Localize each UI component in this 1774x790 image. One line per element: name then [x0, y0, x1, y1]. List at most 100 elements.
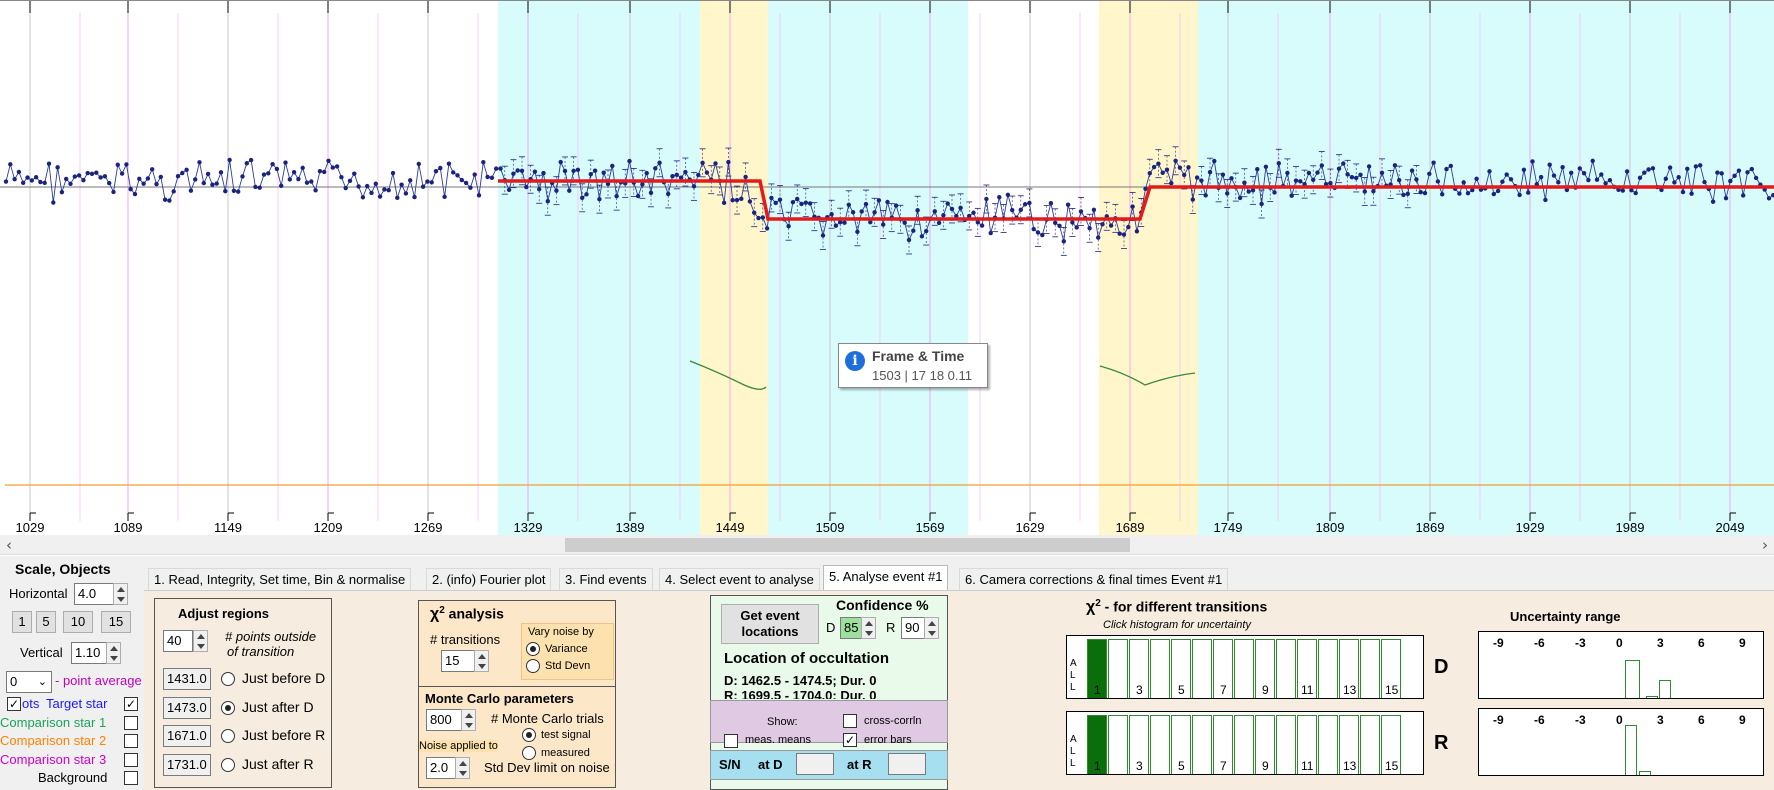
scale-button-1[interactable]: 1 [12, 611, 32, 633]
histogram-bar[interactable] [1339, 639, 1359, 698]
points-outside-input[interactable]: 40 [163, 630, 193, 652]
vertical-scale-input[interactable]: 1.10 [71, 642, 107, 664]
monte-carlo-trials-input[interactable]: 800 [426, 709, 462, 731]
histogram-bar[interactable] [1171, 639, 1191, 698]
object-checkbox-1[interactable] [124, 715, 138, 730]
histogram-bar[interactable] [1339, 715, 1359, 774]
object-checkbox-0[interactable]: ✓ [124, 697, 138, 711]
region-radio-0[interactable] [221, 672, 235, 686]
histogram-bar[interactable] [1234, 715, 1254, 774]
data-point [799, 201, 804, 207]
histogram-bar[interactable] [1087, 715, 1107, 774]
all-label: A L L [1070, 734, 1077, 769]
noise-radio-0[interactable] [522, 728, 536, 742]
histogram-bar[interactable] [1129, 715, 1149, 774]
histogram-bar-label: 1 [1094, 683, 1101, 697]
region-value-0[interactable]: 1431.0 [163, 668, 211, 690]
confidence-d-spinner[interactable] [861, 617, 876, 639]
cross-corrln-checkbox[interactable] [843, 714, 857, 728]
chi2-histogram-r[interactable]: A L L 1 3 5 7 9 11 13 15 [1066, 711, 1424, 775]
histogram-bar[interactable] [1255, 715, 1275, 774]
horizontal-scrollbar[interactable]: ‹ › [0, 535, 1774, 555]
point-average-select[interactable]: 0 ⌄ [6, 671, 52, 693]
tab-4[interactable]: 4. Select event to analyse [659, 568, 820, 590]
histogram-bar[interactable] [1318, 639, 1338, 698]
histogram-bar[interactable] [1360, 715, 1380, 774]
scale-button-15[interactable]: 15 [101, 611, 131, 633]
std-dev-limit-spinner[interactable] [455, 757, 470, 779]
object-checkbox-3[interactable] [124, 752, 138, 767]
meas-means-checkbox[interactable] [724, 734, 738, 748]
region-radio-2[interactable] [221, 729, 235, 743]
horizontal-scale-input[interactable]: 4.0 [74, 583, 114, 605]
data-point [408, 178, 413, 183]
tab-1[interactable]: 1. Read, Integrity, Set time, Bin & norm… [148, 568, 412, 590]
scale-button-5[interactable]: 5 [36, 611, 56, 633]
tab-5[interactable]: 5. Analyse event #1 [823, 565, 949, 591]
show-group [710, 700, 948, 743]
histogram-bar[interactable] [1192, 715, 1212, 774]
object-checkbox-4[interactable] [124, 771, 138, 785]
chi2-histogram-d[interactable]: A L L 1 3 5 7 9 11 13 15 [1066, 635, 1424, 699]
region-value-3[interactable]: 1731.0 [163, 753, 211, 776]
histogram-d-label: D [1434, 656, 1449, 678]
scale-button-10[interactable]: 10 [63, 611, 93, 633]
histogram-bar[interactable] [1276, 715, 1296, 774]
tab-2[interactable]: 2. (info) Fourier plot [426, 568, 552, 590]
transitions-spinner[interactable] [474, 650, 489, 672]
histogram-bar[interactable] [1087, 639, 1107, 698]
region-radio-3[interactable] [221, 757, 235, 772]
histogram-bar[interactable] [1318, 715, 1338, 774]
data-point [730, 198, 735, 203]
histogram-bar[interactable] [1276, 639, 1296, 698]
scroll-left-icon[interactable]: ‹ [6, 536, 12, 554]
histogram-bar[interactable] [1150, 715, 1170, 774]
histogram-bar[interactable] [1297, 639, 1317, 698]
histogram-bar[interactable] [1213, 639, 1233, 698]
region-radio-1[interactable] [221, 700, 235, 715]
scroll-thumb[interactable] [565, 538, 1130, 552]
data-point [468, 185, 473, 190]
tab-3[interactable]: 3. Find events [559, 568, 653, 590]
histogram-bar[interactable] [1108, 715, 1128, 774]
show-label: Show: [767, 716, 798, 728]
region-value-2[interactable]: 1671.0 [163, 725, 211, 747]
scroll-right-icon[interactable]: › [1762, 536, 1768, 554]
histogram-bar[interactable] [1381, 715, 1401, 774]
histogram-bar[interactable] [1171, 715, 1191, 774]
histogram-bar[interactable] [1255, 639, 1275, 698]
histogram-bar[interactable] [1360, 639, 1380, 698]
histogram-bar[interactable] [1192, 639, 1212, 698]
region-value-1[interactable]: 1473.0 [163, 696, 211, 719]
confidence-r-spinner[interactable] [924, 617, 939, 639]
transitions-input[interactable]: 15 [441, 650, 475, 672]
confidence-d-input[interactable]: 85 [840, 617, 862, 639]
tooltip-text: 1503 | 17 18 0.11 [872, 368, 973, 383]
vertical-scale-spinner[interactable] [106, 642, 121, 664]
plot-target-checkbox[interactable]: ✓ [7, 697, 21, 711]
histogram-bar[interactable] [1213, 715, 1233, 774]
light-curve-svg[interactable]: 1029 1089 1149 1209 1269 1329 1389 1449 1509 1569… [0, 1, 1774, 535]
data-point [1564, 187, 1570, 193]
monte-carlo-trials-spinner[interactable] [461, 709, 476, 731]
vary-radio-1[interactable] [526, 659, 540, 673]
get-event-locations-button[interactable]: Get event locations [721, 604, 819, 644]
histogram-bar[interactable] [1297, 715, 1317, 774]
noise-radio-1[interactable] [522, 746, 536, 760]
std-dev-limit-input[interactable]: 2.0 [426, 757, 456, 779]
chi2-hist-chi: χ [1086, 598, 1096, 616]
error-bars-checkbox[interactable]: ✓ [843, 733, 857, 747]
histogram-bar[interactable] [1234, 639, 1254, 698]
data-point [167, 198, 172, 203]
histogram-bar[interactable] [1381, 639, 1401, 698]
points-outside-spinner[interactable] [193, 630, 208, 652]
light-curve-plot[interactable]: 1029 1089 1149 1209 1269 1329 1389 1449 1509 1569… [0, 0, 1774, 535]
histogram-bar[interactable] [1108, 639, 1128, 698]
confidence-r-input[interactable]: 90 [901, 617, 925, 639]
vary-radio-0[interactable] [526, 642, 540, 656]
horizontal-scale-spinner[interactable] [113, 583, 128, 605]
histogram-bar[interactable] [1129, 639, 1149, 698]
object-checkbox-2[interactable] [124, 734, 138, 748]
tab-6[interactable]: 6. Camera corrections & final times Even… [959, 568, 1229, 590]
histogram-bar[interactable] [1150, 639, 1170, 698]
